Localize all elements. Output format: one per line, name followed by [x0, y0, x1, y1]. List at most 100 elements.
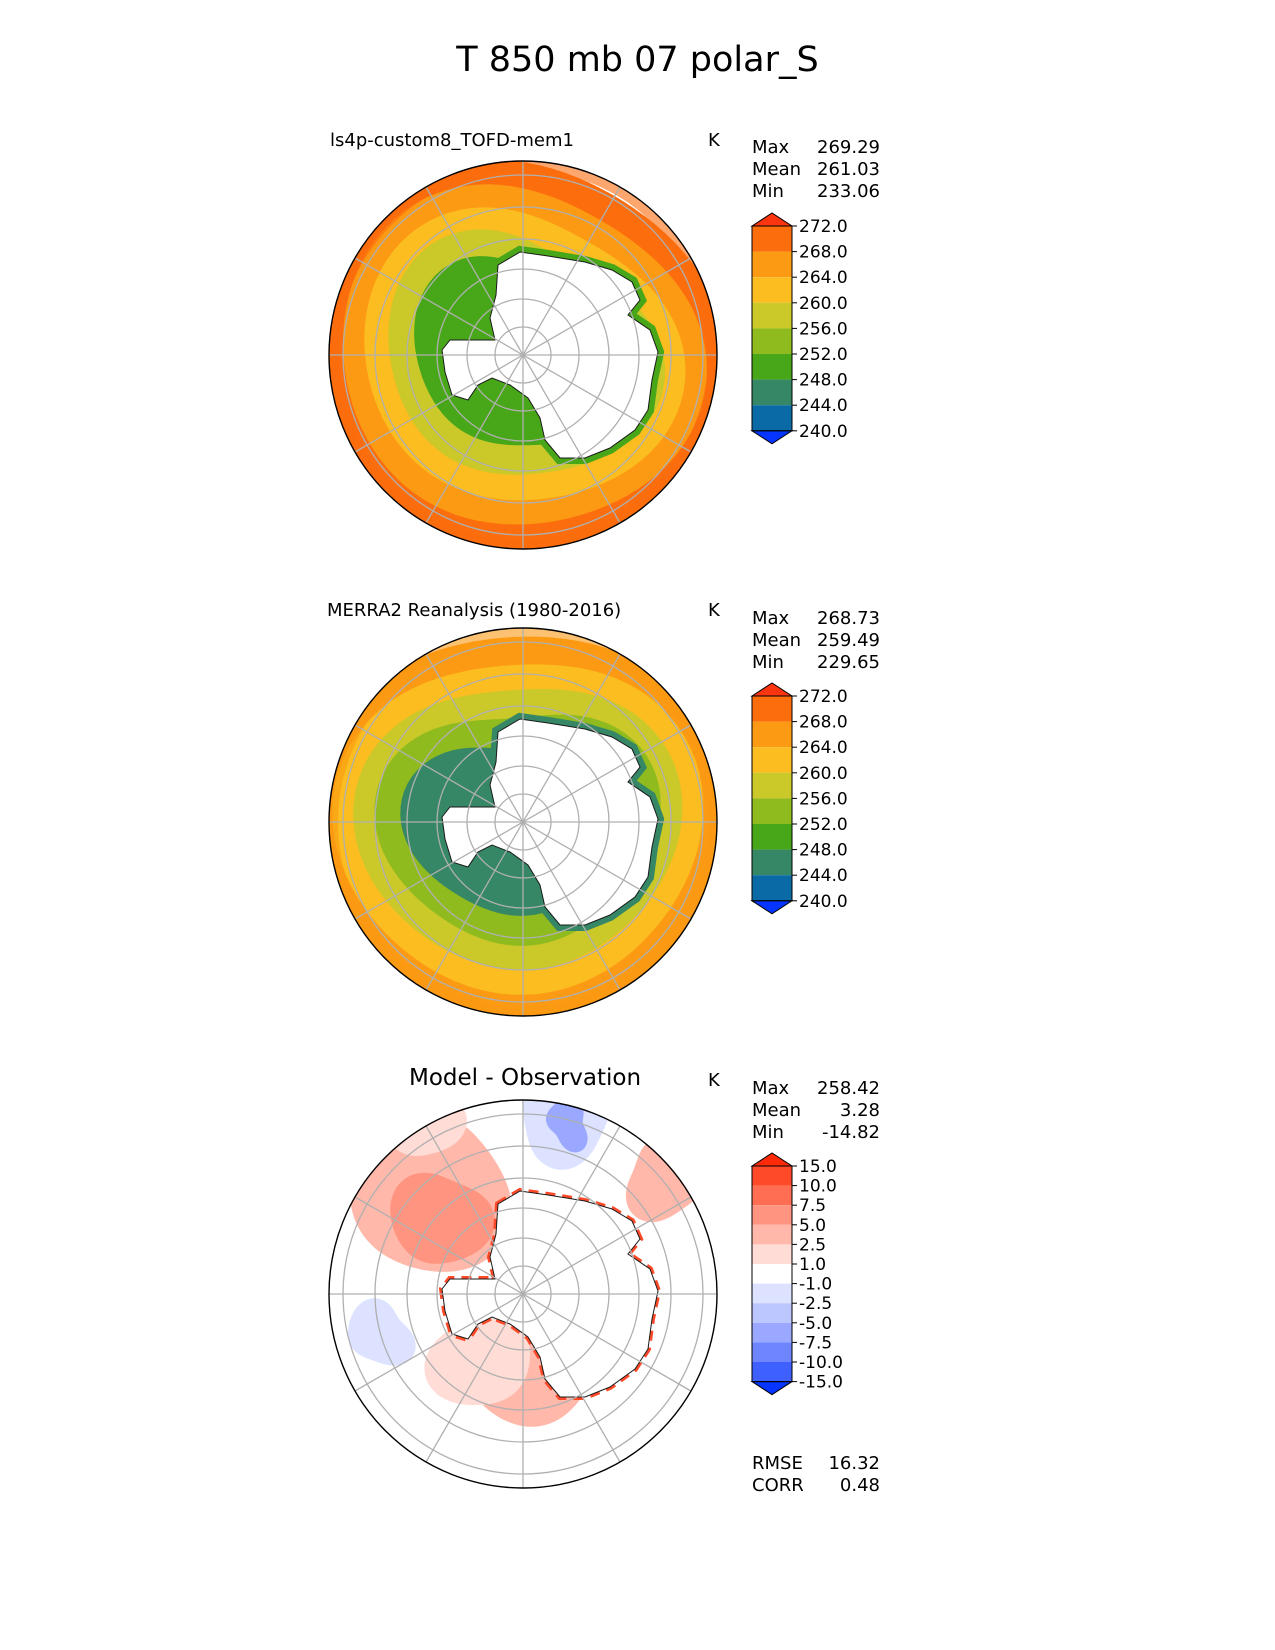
contour-band [546, 1100, 588, 1153]
colorbar-tick-label: 244.0 [799, 866, 848, 886]
colorbar-tick-label: 244.0 [799, 396, 848, 416]
colorbar-tick-label: 5.0 [799, 1216, 826, 1236]
stat-value: -14.82 [821, 1122, 880, 1143]
panel-title-test: ls4p-custom8_TOFD-mem1 [330, 130, 574, 151]
colorbar-segment [752, 849, 792, 876]
colorbar-extend-max [750, 1152, 794, 1167]
colorbar-tick-label: -1.0 [799, 1275, 832, 1295]
colorbar-tick-label: -5.0 [799, 1314, 832, 1334]
colorbar-tick-label: 256.0 [799, 789, 848, 809]
colorbar-segment [752, 875, 792, 901]
colorbar-segment [752, 251, 792, 278]
stat-label: Max [752, 608, 790, 629]
colorbar-segment [752, 379, 792, 406]
colorbar-tick-label: 268.0 [799, 243, 848, 263]
colorbar-tick-label: 272.0 [799, 217, 848, 237]
figure-title: T 850 mb 07 polar_S [456, 40, 819, 80]
colorbar-tick-label: 252.0 [799, 345, 848, 365]
colorbar-segment [752, 1322, 792, 1343]
colorbar-tick-label: -2.5 [799, 1294, 832, 1314]
stat-value: 3.28 [839, 1100, 880, 1121]
colorbar-segment [752, 772, 792, 799]
colorbar-tick-label: 264.0 [799, 268, 848, 288]
polar-map-2 [328, 1099, 718, 1489]
colorbar-segment [752, 824, 792, 850]
colorbar-tick-label: 15.0 [799, 1157, 837, 1177]
metric-value: 16.32 [828, 1453, 880, 1474]
colorbar-tick-label: -10.0 [799, 1353, 843, 1373]
panel-title-ref: MERRA2 Reanalysis (1980-2016) [327, 600, 622, 621]
polar-map-1 [328, 627, 718, 1017]
units-label-diff: K [708, 1070, 720, 1091]
stat-label: Min [752, 652, 784, 673]
colorbar-tick-label: -7.5 [799, 1333, 832, 1353]
metric-value: 0.48 [839, 1475, 880, 1496]
colorbar-segment [752, 1303, 792, 1323]
colorbar-segment [752, 747, 792, 773]
colorbar-tick-label: 10.0 [799, 1177, 837, 1197]
contour-band [390, 1172, 495, 1264]
colorbar-segment [752, 1224, 792, 1245]
colorbar-segment [752, 405, 792, 431]
colorbar-tick-label: 240.0 [799, 422, 848, 442]
colorbar-extend-max [750, 212, 794, 227]
stats-box-test: Max 269.29 Mean 261.03 Min 233.06 [752, 137, 880, 203]
stat-value: 268.73 [817, 608, 880, 629]
metrics-box-diff: RMSE 16.32 CORR 0.48 [752, 1453, 880, 1497]
colorbar-tick-label: 260.0 [799, 294, 848, 314]
colorbar-segment [752, 302, 792, 329]
stat-value: 269.29 [817, 137, 880, 158]
colorbar-tick-label: -15.0 [799, 1373, 843, 1393]
colorbar-tick-label: 256.0 [799, 319, 848, 339]
colorbar-tick-label: 260.0 [799, 764, 848, 784]
contour-band [348, 1298, 416, 1366]
colorbar-segment [752, 798, 792, 824]
map-boundary [328, 160, 718, 550]
colorbar-tick-label: 268.0 [799, 713, 848, 733]
colorbar-extend-min [750, 430, 794, 445]
stat-value: 261.03 [817, 159, 880, 180]
stat-label: Mean [752, 1100, 802, 1121]
colorbar-tick-label: 272.0 [799, 687, 848, 707]
stat-value: 258.42 [817, 1078, 880, 1099]
metric-label: RMSE [752, 1453, 803, 1474]
units-label-ref: K [708, 600, 720, 621]
colorbar-tick-label: 1.0 [799, 1255, 826, 1275]
colorbar-segment [752, 1166, 792, 1186]
colorbar-tick-label: 240.0 [799, 892, 848, 912]
colorbar-extend-max [750, 682, 794, 697]
colorbar-extend-min [750, 1381, 794, 1396]
colorbar-segment [752, 1362, 792, 1382]
colorbar-segment [752, 1244, 792, 1264]
colorbar-tick-label: 264.0 [799, 738, 848, 758]
colorbar-extend-min [750, 900, 794, 915]
colorbar-segment [752, 277, 792, 303]
meridian-line [425, 653, 621, 991]
colorbar-frame [751, 1165, 793, 1383]
units-label-test: K [708, 130, 720, 151]
colorbar-segment [752, 721, 792, 748]
colorbar-segment [752, 226, 792, 252]
colorbar-tick-label: 248.0 [799, 841, 848, 861]
metric-label: CORR [752, 1475, 804, 1496]
colorbar-tick-label: 252.0 [799, 815, 848, 835]
colorbar-ref: 240.0 244.0 248.0 252.0 256.0 260.0 264.0 268.0… [750, 682, 848, 915]
stats-box-diff: Max 258.42 Mean 3.28 Min -14.82 [752, 1078, 880, 1144]
colorbar-tick-label: 248.0 [799, 371, 848, 391]
panel-title-diff: Model - Observation [409, 1065, 642, 1091]
stats-box-ref: Max 268.73 Mean 259.49 Min 229.65 [752, 608, 880, 674]
stat-value: 229.65 [817, 652, 880, 673]
map-boundary [328, 627, 718, 1017]
stat-label: Min [752, 1122, 784, 1143]
colorbar-segment [752, 1185, 792, 1206]
meridian-line [425, 1125, 621, 1463]
stat-label: Max [752, 1078, 790, 1099]
stat-label: Mean [752, 159, 802, 180]
contour-band [424, 1307, 530, 1406]
stat-label: Mean [752, 630, 802, 651]
colorbar-segment [752, 1205, 792, 1225]
polar-map-0 [328, 160, 718, 550]
stat-value: 259.49 [817, 630, 880, 651]
colorbar-tick-label: 7.5 [799, 1196, 826, 1216]
